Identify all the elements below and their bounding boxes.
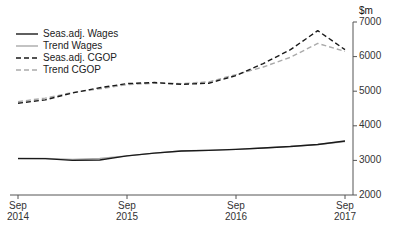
x-tick-label-line: Sep	[336, 200, 354, 211]
legend-label: Trend Wages	[43, 40, 102, 51]
series-line	[18, 31, 345, 104]
x-tick-label-line: 2016	[225, 211, 248, 222]
x-tick-label: Sep2014	[7, 200, 30, 222]
x-tick-label-line: Sep	[118, 200, 136, 211]
x-tick	[236, 195, 237, 199]
series-line	[18, 141, 345, 160]
x-tick-label: Sep2016	[225, 200, 248, 222]
y-tick-label: 7000	[359, 16, 382, 27]
series-line	[18, 142, 345, 160]
y-tick	[353, 160, 357, 161]
x-tick-label-line: 2015	[116, 211, 139, 222]
y-tick	[353, 22, 357, 23]
y-tick	[353, 91, 357, 92]
y-tick	[353, 56, 357, 57]
x-tick-label-line: 2014	[7, 211, 30, 222]
legend-label: Seas.adj. CGOP	[43, 52, 117, 63]
x-tick	[345, 195, 346, 199]
y-tick-label: 2000	[359, 189, 382, 200]
plot-lines	[18, 31, 345, 161]
legend-swatch	[16, 57, 38, 58]
x-tick-label-line: Sep	[9, 200, 27, 211]
legend-label: Seas.adj. Wages	[43, 28, 118, 39]
y-tick-label: 6000	[359, 50, 382, 61]
y-tick	[353, 125, 357, 126]
x-tick-label-line: 2017	[334, 211, 357, 222]
x-tick	[18, 195, 19, 199]
y-tick-label: 3000	[359, 154, 382, 165]
legend-swatch	[16, 33, 38, 34]
x-tick-label-line: Sep	[227, 200, 245, 211]
y-tick-label: 4000	[359, 119, 382, 130]
y-axis-label: $m	[359, 5, 373, 16]
x-tick	[127, 195, 128, 199]
legend-swatch	[16, 45, 38, 46]
x-tick-label: Sep2017	[334, 200, 357, 222]
series-line	[18, 43, 345, 101]
y-tick-label: 5000	[359, 85, 382, 96]
x-axis-line	[10, 195, 353, 196]
legend-label: Trend CGOP	[43, 64, 101, 75]
legend-swatch	[16, 69, 38, 70]
y-tick	[353, 195, 357, 196]
x-tick-label: Sep2015	[116, 200, 139, 222]
y-axis-line	[353, 22, 354, 195]
legend: Seas.adj. WagesTrend WagesSeas.adj. CGOP…	[16, 28, 118, 75]
